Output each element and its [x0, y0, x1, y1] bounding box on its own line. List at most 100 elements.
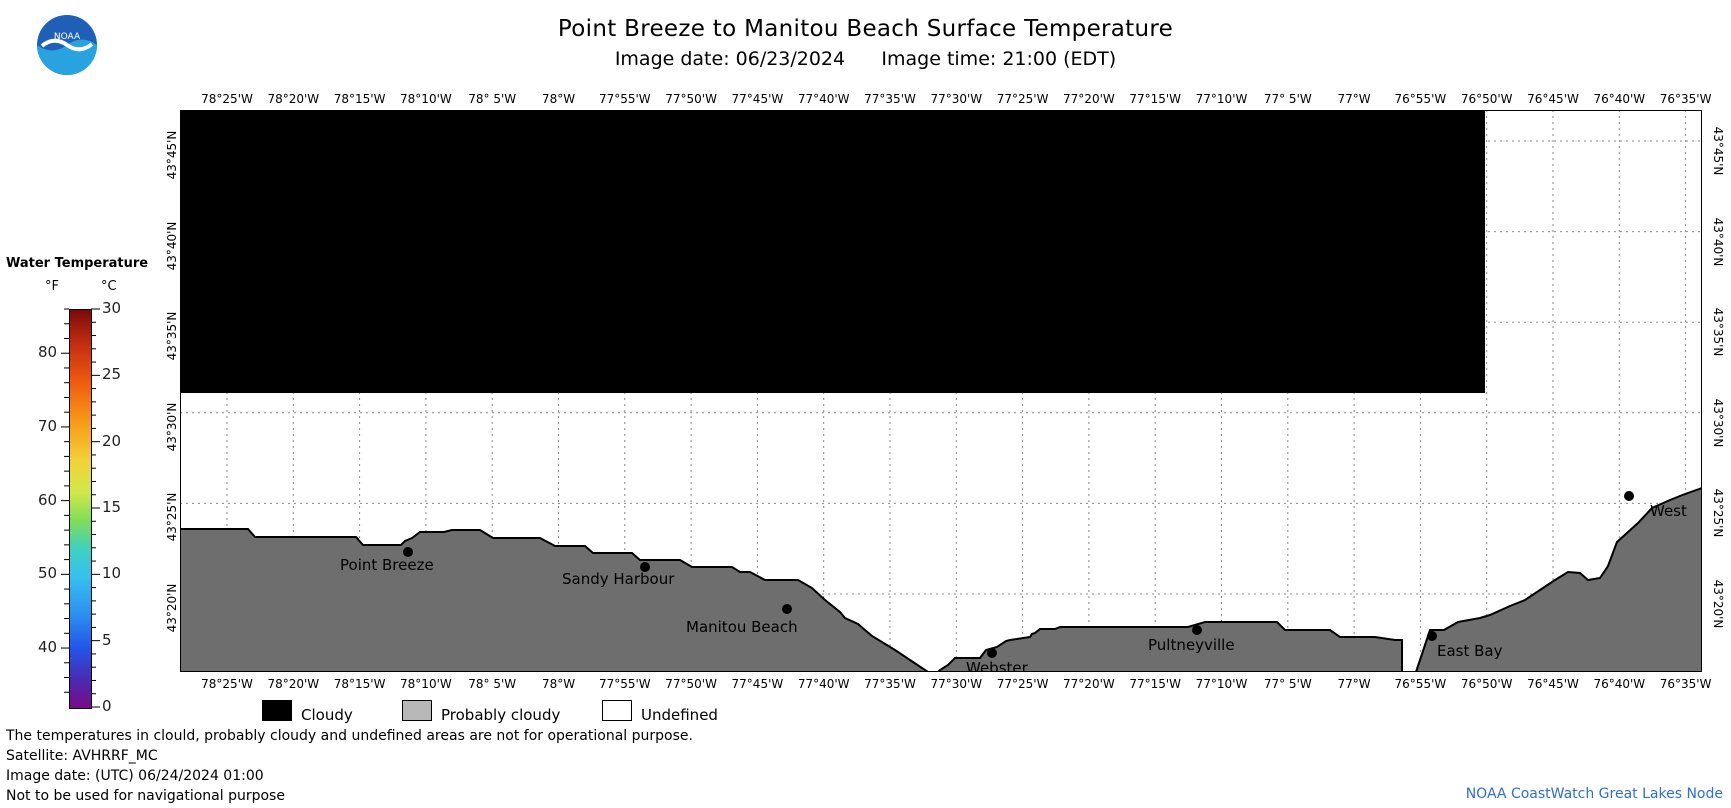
tick-top-label: 78°W	[541, 92, 576, 106]
tick-top-label: 78°20'W	[267, 92, 320, 106]
note-navigation: Not to be used for navigational purpose	[6, 788, 285, 804]
tick-bot-label: 77°15'W	[1129, 677, 1182, 691]
temperature-colorbar	[69, 309, 92, 709]
map-area	[180, 110, 1702, 672]
tick-bot-label: 76°40'W	[1593, 677, 1646, 691]
tick-bot-label: 77°10'W	[1195, 677, 1248, 691]
place-label-manitou-beach: Manitou Beach	[686, 618, 798, 636]
place-marker-2	[782, 604, 792, 614]
tick-bot-label: 76°45'W	[1527, 677, 1579, 691]
noaa-logo-icon: NOAA	[37, 15, 97, 75]
tick-top-label: 76°40'W	[1593, 92, 1646, 106]
tick-bot-label: 78°15'W	[333, 677, 386, 691]
colorbar-ticks	[61, 308, 100, 708]
temperature-scale-title: Water Temperature	[6, 256, 149, 271]
tick-left-label: 43°45'N	[165, 130, 179, 180]
fahrenheit-label: 40	[38, 638, 58, 657]
land-south-shore-middle	[936, 621, 1403, 672]
tick-bot-label: 78°20'W	[267, 677, 320, 691]
tick-right-label: 43°25'N	[1711, 488, 1725, 538]
place-label-sandy-harbour: Sandy Harbour	[562, 570, 675, 588]
fahrenheit-label: 60	[38, 490, 58, 509]
celsius-label: 5	[102, 630, 112, 649]
legend-swatch-cloudy	[262, 700, 292, 721]
tick-top-label: 76°55'W	[1394, 92, 1447, 106]
tick-top-label: 77°W	[1337, 92, 1371, 106]
cloudy-region	[180, 110, 1485, 393]
place-marker-1	[640, 562, 650, 572]
image-date-label: Image date: 06/23/2024	[614, 48, 846, 70]
tick-top-label: 77°25'W	[996, 92, 1049, 106]
legend-label-cloudy: Cloudy	[301, 706, 353, 724]
tick-left-label: 43°30'N	[165, 402, 179, 452]
tick-left-label: 43°40'N	[165, 221, 179, 271]
map-subtitle: Image date: 06/23/2024 Image time: 21:00…	[0, 48, 1731, 70]
tick-left-label: 43°25'N	[165, 492, 179, 542]
note-disclaimer: The temperatures in clould, probably clo…	[6, 728, 693, 744]
celsius-label: 0	[102, 697, 112, 715]
noaa-logo: NOAA	[36, 14, 98, 76]
tick-left-label: 43°35'N	[165, 311, 179, 361]
tick-right-label: 43°30'N	[1711, 398, 1725, 448]
place-label-pultneyville: Pultneyville	[1148, 636, 1235, 654]
place-marker-5	[1427, 631, 1437, 641]
tick-right-label: 43°45'N	[1711, 126, 1725, 176]
tick-bot-label: 77°30'W	[930, 677, 983, 691]
place-label-point-breeze: Point Breeze	[340, 556, 434, 574]
tick-bot-label: 76°50'W	[1460, 677, 1513, 691]
tick-top-label: 78°15'W	[333, 92, 386, 106]
tick-top-label: 77°40'W	[797, 92, 850, 106]
celsius-label: 25	[102, 365, 122, 384]
tick-left-label: 43°20'N	[165, 583, 179, 633]
noaa-logo-text: NOAA	[54, 32, 81, 42]
tick-top-label: 76°50'W	[1460, 92, 1513, 106]
tick-bot-label: 77°35'W	[864, 677, 916, 691]
tick-top-label: 77°15'W	[1129, 92, 1182, 106]
tick-top-label: 77°30'W	[930, 92, 983, 106]
tick-bot-label: 78°10'W	[400, 677, 452, 691]
tick-bot-label: 78°25'W	[201, 677, 253, 691]
celsius-label: 15	[102, 498, 122, 516]
tick-bot-label: 77°45'W	[731, 677, 784, 691]
tick-right-label: 43°35'N	[1711, 307, 1725, 357]
tick-top-label: 78°25'W	[201, 92, 253, 106]
map-title: Point Breeze to Manitou Beach Surface Te…	[557, 16, 1174, 42]
land-south-shore-west	[180, 528, 930, 672]
tick-bot-label: 76°35'W	[1659, 677, 1712, 691]
place-label-webster: Webster	[966, 659, 1028, 672]
tick-top-label: 77°45'W	[731, 92, 784, 106]
tick-bot-label: 76°55'W	[1394, 677, 1447, 691]
tick-top-label: 76°45'W	[1527, 92, 1579, 106]
legend-swatch-probably-cloudy	[402, 700, 432, 721]
tick-bot-label: 78° 5'W	[468, 677, 517, 691]
tick-right-label: 43°20'N	[1711, 579, 1725, 629]
place-marker-3	[987, 648, 997, 658]
land-south-shore-east	[1414, 486, 1702, 672]
tick-bot-label: 77°50'W	[665, 677, 717, 691]
place-marker-4	[1192, 625, 1202, 635]
credit-text: NOAA CoastWatch Great Lakes Node	[1465, 786, 1723, 802]
place-marker-6	[1624, 491, 1634, 501]
place-label-east-bay: East Bay	[1437, 642, 1503, 660]
tick-bot-label: 77°40'W	[797, 677, 850, 691]
tick-top-label: 77°50'W	[665, 92, 717, 106]
tick-top-label: 78° 5'W	[468, 92, 517, 106]
note-utc-date: Image date: (UTC) 06/24/2024 01:00	[6, 768, 264, 784]
legend-swatch-undefined	[602, 700, 632, 721]
tick-top-label: 76°35'W	[1659, 92, 1712, 106]
tick-bot-label: 77°55'W	[598, 677, 651, 691]
tick-top-label: 77°55'W	[598, 92, 651, 106]
image-time-label: Image time: 21:00 (EDT)	[881, 48, 1117, 70]
tick-right-label: 43°40'N	[1711, 217, 1725, 267]
celsius-label: 10	[102, 564, 122, 583]
tick-bot-label: 77°25'W	[996, 677, 1049, 691]
tick-top-label: 77° 5'W	[1263, 92, 1312, 106]
place-label-west: West	[1650, 502, 1687, 520]
note-satellite: Satellite: AVHRRF_MC	[6, 748, 158, 764]
celsius-label: 20	[102, 431, 122, 450]
tick-bot-label: 77°W	[1337, 677, 1371, 691]
fahrenheit-label: 70	[38, 416, 58, 435]
legend-label-probably-cloudy: Probably cloudy	[441, 706, 561, 724]
unit-celsius: °C	[101, 279, 117, 294]
tick-top-label: 78°10'W	[400, 92, 452, 106]
